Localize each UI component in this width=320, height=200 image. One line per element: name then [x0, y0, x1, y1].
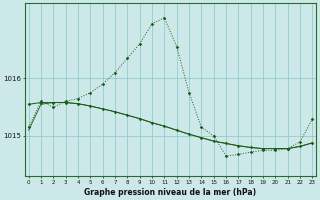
X-axis label: Graphe pression niveau de la mer (hPa): Graphe pression niveau de la mer (hPa)	[84, 188, 257, 197]
